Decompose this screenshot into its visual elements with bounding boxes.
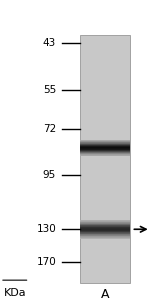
Bar bbox=[80, 229, 130, 230]
Bar bbox=[80, 237, 130, 238]
Bar bbox=[80, 153, 130, 154]
Bar bbox=[80, 149, 130, 150]
Bar bbox=[80, 144, 130, 145]
Text: A: A bbox=[101, 288, 109, 301]
Text: KDa: KDa bbox=[3, 288, 26, 298]
Bar bbox=[80, 155, 130, 156]
Text: 130: 130 bbox=[36, 224, 56, 234]
Bar bbox=[80, 224, 130, 225]
Text: 72: 72 bbox=[43, 124, 56, 134]
Text: 95: 95 bbox=[43, 170, 56, 180]
Bar bbox=[80, 238, 130, 239]
Bar bbox=[80, 228, 130, 229]
Bar bbox=[80, 35, 130, 282]
Text: 170: 170 bbox=[36, 257, 56, 267]
Bar bbox=[80, 226, 130, 227]
Bar bbox=[80, 227, 130, 228]
Bar bbox=[80, 140, 130, 141]
Bar bbox=[80, 235, 130, 236]
Bar bbox=[80, 143, 130, 144]
Bar bbox=[80, 148, 130, 149]
Bar bbox=[80, 230, 130, 231]
Text: 55: 55 bbox=[43, 85, 56, 95]
Bar bbox=[80, 147, 130, 148]
Bar bbox=[80, 150, 130, 151]
Bar bbox=[80, 220, 130, 221]
Bar bbox=[80, 236, 130, 237]
Text: 43: 43 bbox=[43, 38, 56, 48]
Bar bbox=[80, 221, 130, 222]
Bar bbox=[80, 146, 130, 147]
Bar bbox=[80, 142, 130, 143]
Bar bbox=[80, 225, 130, 226]
Bar bbox=[80, 154, 130, 155]
Bar bbox=[80, 222, 130, 223]
Bar bbox=[80, 151, 130, 152]
Bar bbox=[80, 233, 130, 234]
Bar bbox=[80, 152, 130, 153]
Bar bbox=[80, 145, 130, 146]
Bar bbox=[80, 141, 130, 142]
Bar bbox=[80, 223, 130, 224]
Bar bbox=[80, 232, 130, 233]
Bar bbox=[80, 234, 130, 235]
Bar bbox=[80, 231, 130, 232]
